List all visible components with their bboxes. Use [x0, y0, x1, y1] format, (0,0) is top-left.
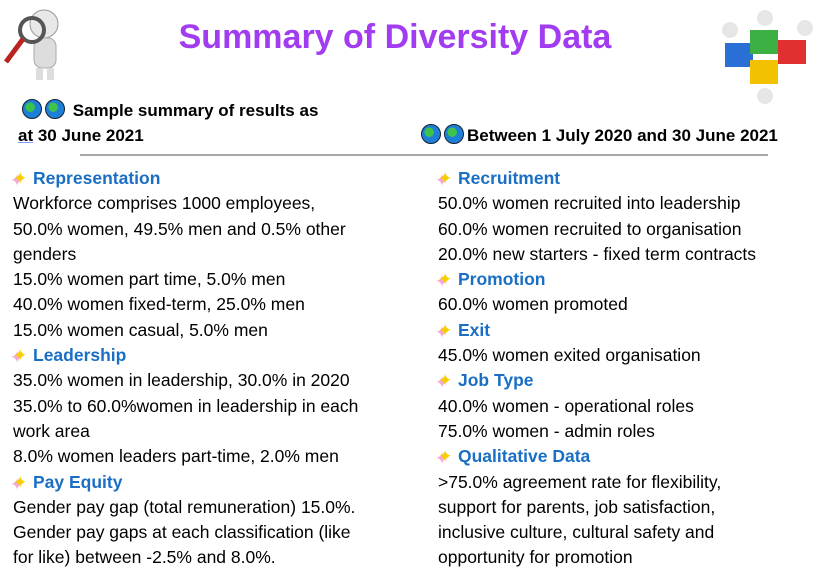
section-line: 35.0% to 60.0%women in leadership in eac… — [13, 395, 359, 416]
sparkles-icon: ✦ — [13, 169, 28, 188]
section-line: 75.0% women - admin roles — [438, 420, 655, 441]
puzzle-team-icon — [722, 10, 813, 104]
sparkles-icon: ✦ — [438, 371, 453, 391]
section-line: Gender pay gaps at each classification (… — [13, 522, 351, 543]
section-title: Leadership — [33, 345, 127, 366]
left-column: ✦ Representation Workforce comprises 1000 … — [13, 166, 413, 571]
right-column: ✦ Recruitment 50.0% women recruited into l… — [438, 166, 818, 571]
left-header: Sample summary of results as at 30 June … — [18, 98, 319, 148]
section-line: work area — [13, 420, 90, 441]
sparkles-icon: ✦ — [438, 270, 453, 290]
sparkles-icon: ✦ — [438, 169, 453, 188]
section-line: 60.0% women promoted — [438, 294, 628, 315]
section-line: >75.0% agreement rate for flexibility, — [438, 471, 722, 492]
section-title: Exit — [458, 319, 491, 340]
sparkles-icon: ✦ — [13, 472, 28, 492]
section-heading: ✦ Recruitment — [438, 166, 818, 191]
sparkles-icon: ✦ — [438, 320, 453, 340]
section-line: 45.0% women exited organisation — [438, 345, 701, 366]
globe-icon — [421, 124, 441, 144]
section-line: 50.0% women recruited into leadership — [438, 193, 741, 214]
section-line: 40.0% women - operational roles — [438, 395, 694, 416]
globe-icon — [444, 124, 464, 144]
sparkles-icon: ✦ — [438, 447, 453, 467]
left-header-line1: Sample summary of results as — [72, 101, 319, 120]
divider — [80, 154, 768, 156]
section-line: 15.0% women casual, 5.0% men — [13, 319, 268, 340]
section-line: 20.0% new starters - fixed term contract… — [438, 243, 757, 264]
left-header-at: at — [18, 126, 34, 145]
globe-icon — [45, 99, 65, 119]
left-header-date: 30 June 2021 — [33, 126, 144, 145]
magnifier-figure-icon — [3, 9, 59, 80]
section-heading: ✦ Promotion — [438, 267, 818, 292]
section-line: 15.0% women part time, 5.0% men — [13, 269, 286, 290]
section-heading: ✦ Pay Equity — [13, 470, 413, 495]
section-title: Pay Equity — [33, 471, 123, 492]
section-title: Job Type — [458, 370, 534, 391]
section-title: Qualitative Data — [458, 446, 591, 467]
section-heading: ✦ Job Type — [438, 368, 818, 393]
section-title: Recruitment — [458, 168, 561, 188]
section-line: 40.0% women fixed-term, 25.0% men — [13, 294, 305, 315]
section-line: 8.0% women leaders part-time, 2.0% men — [13, 446, 339, 467]
section-line: genders — [13, 243, 77, 264]
section-title: Representation — [33, 168, 161, 188]
section-title: Promotion — [458, 269, 546, 290]
section-line: 35.0% women in leadership, 30.0% in 2020 — [13, 370, 350, 391]
section-line: Workforce comprises 1000 employees, — [13, 193, 316, 214]
section-line: 50.0% women, 49.5% men and 0.5% other — [13, 218, 346, 239]
page-title: Summary of Diversity Data — [178, 18, 612, 56]
section-heading: ✦ Representation — [13, 166, 413, 191]
right-header: Between 1 July 2020 and 30 June 2021 — [421, 123, 778, 148]
right-header-text: Between 1 July 2020 and 30 June 2021 — [467, 126, 778, 145]
section-line: inclusive culture, cultural safety and — [438, 522, 715, 543]
globe-icon — [22, 99, 42, 119]
section-heading: ✦ Leadership — [13, 343, 413, 368]
section-line: opportunity for promotion — [438, 547, 633, 568]
section-line: support for parents, job satisfaction, — [438, 496, 716, 517]
section-line: Gender pay gap (total remuneration) 15.0… — [13, 496, 356, 517]
sparkles-icon: ✦ — [13, 346, 28, 366]
section-heading: ✦ Qualitative Data — [438, 444, 818, 469]
section-line: for like) between -2.5% and 8.0%. — [13, 547, 276, 568]
section-line: 60.0% women recruited to organisation — [438, 218, 742, 239]
section-heading: ✦ Exit — [438, 318, 818, 343]
